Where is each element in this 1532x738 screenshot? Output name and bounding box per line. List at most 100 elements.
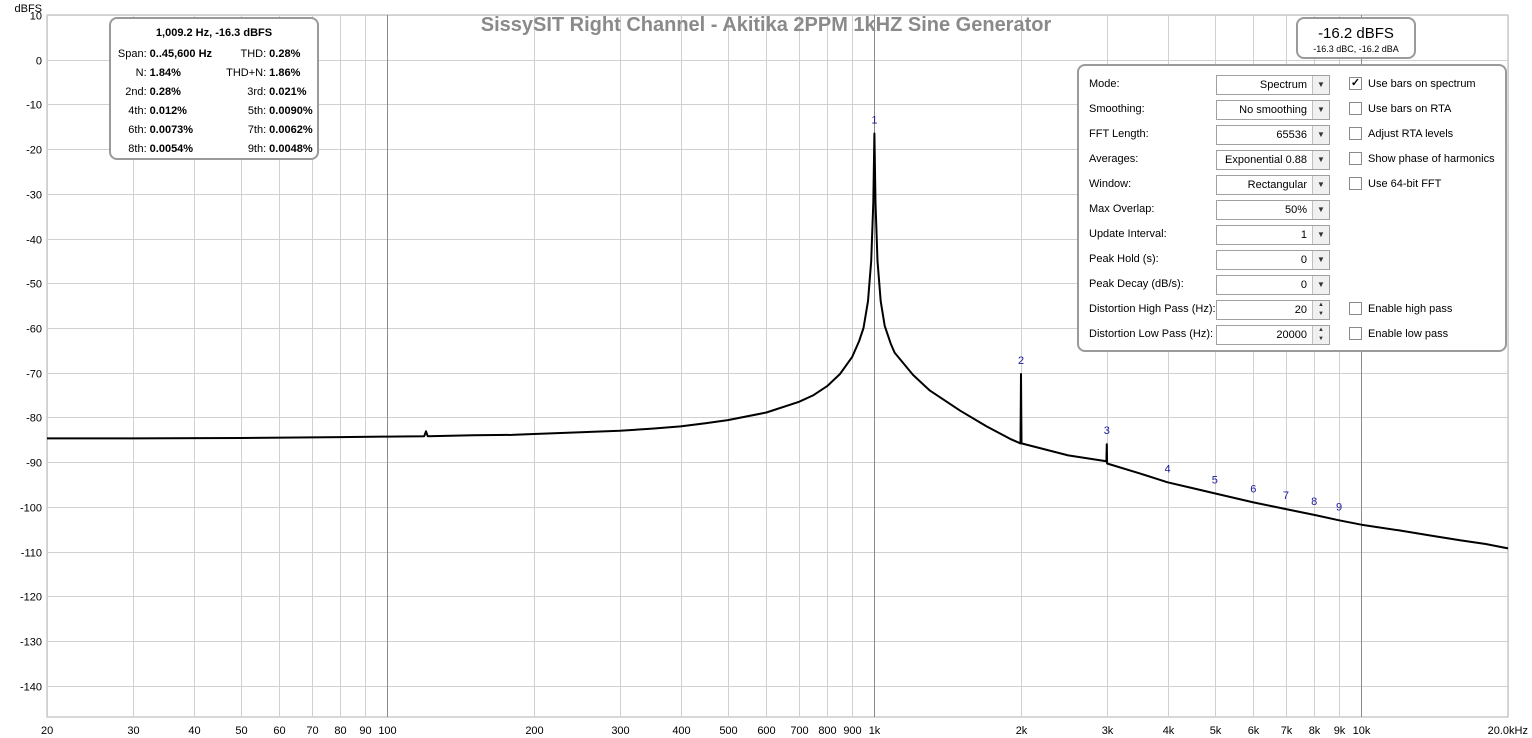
stat-value: 0.0048% xyxy=(269,142,313,155)
checkbox-icon[interactable] xyxy=(1349,127,1362,140)
harmonic-marker: 9 xyxy=(1336,501,1342,513)
y-tick-label: -40 xyxy=(26,235,42,247)
dropdown-select[interactable]: 50% ▼ xyxy=(1216,200,1330,220)
spectrum-series xyxy=(47,132,1509,550)
harmonic-marker: 7 xyxy=(1283,490,1289,502)
checkbox-label: Enable low pass xyxy=(1368,328,1449,340)
x-tick-label: 800 xyxy=(818,725,836,737)
stat-label: THD+N: xyxy=(226,66,267,79)
checkbox-label: Show phase of harmonics xyxy=(1368,153,1495,165)
axes: 100-10-20-30-40-50-60-70-80-90-100-110-1… xyxy=(14,3,1528,737)
stats-row: 8th: 0.0054% 9th: 0.0048% xyxy=(111,139,317,158)
chevron-down-icon[interactable]: ▼ xyxy=(1312,176,1329,194)
y-tick-label: -70 xyxy=(26,369,42,381)
harmonic-marker: 8 xyxy=(1311,496,1317,508)
harmonic-marker: 2 xyxy=(1018,355,1024,367)
dropdown-select[interactable]: Spectrum ▼ xyxy=(1216,75,1330,95)
checkbox-label: Use bars on spectrum xyxy=(1368,78,1476,90)
x-tick-label: 3k xyxy=(1102,725,1114,737)
stat-value: 0.021% xyxy=(269,85,307,98)
spectrum-line xyxy=(47,132,1509,550)
dropdown-select[interactable]: No smoothing ▼ xyxy=(1216,100,1330,120)
stat-value: 0.0054% xyxy=(149,142,194,155)
harmonic-marker: 3 xyxy=(1104,425,1110,437)
y-tick-label: 10 xyxy=(30,11,42,23)
x-tick-label: 1k xyxy=(869,725,881,737)
stat-label: 3rd: xyxy=(247,85,267,98)
stat-label: 5th: xyxy=(247,104,267,117)
x-tick-label: 7k xyxy=(1281,725,1293,737)
chevron-down-icon[interactable]: ▼ xyxy=(1312,276,1329,294)
x-tick-label: 9k xyxy=(1334,725,1346,737)
stat-value: 0.28% xyxy=(269,47,301,60)
stat-label: 4th: xyxy=(128,104,147,117)
control-label: Update Interval: xyxy=(1089,228,1167,240)
x-tick-label: 500 xyxy=(719,725,737,737)
dropdown-select[interactable]: 1 ▼ xyxy=(1216,225,1330,245)
y-tick-label: -50 xyxy=(26,279,42,291)
stat-value: 0.0073% xyxy=(149,123,194,136)
checkbox-icon[interactable] xyxy=(1349,177,1362,190)
dropdown-select[interactable]: 65536 ▼ xyxy=(1216,125,1330,145)
x-tick-label: 60 xyxy=(273,725,285,737)
checkbox-icon[interactable] xyxy=(1349,152,1362,165)
harmonic-marker: 6 xyxy=(1250,483,1256,495)
y-tick-label: -100 xyxy=(20,503,42,515)
dropdown-select[interactable]: 0 ▼ xyxy=(1216,250,1330,270)
control-value: No smoothing xyxy=(1239,104,1307,116)
chevron-down-icon[interactable]: ▼ xyxy=(1312,101,1329,119)
stats-row: 6th: 0.0073% 7th: 0.0062% xyxy=(111,120,317,139)
dropdown-select[interactable]: 0 ▼ xyxy=(1216,275,1330,295)
x-tick-label: 100 xyxy=(378,725,396,737)
control-value: Exponential 0.88 xyxy=(1225,154,1307,166)
x-tick-label: 700 xyxy=(790,725,808,737)
chevron-down-icon[interactable]: ▼ xyxy=(1312,151,1329,169)
chevron-down-icon[interactable]: ▼ xyxy=(1312,251,1329,269)
control-value: 50% xyxy=(1284,204,1307,216)
x-tick-label: 2k xyxy=(1016,725,1028,737)
stat-value: 0.0062% xyxy=(269,123,313,136)
level-meter-panel: -16.2 dBFS -16.3 dBC, -16.2 dBA xyxy=(1296,17,1416,59)
control-value: 20 xyxy=(1294,304,1307,316)
stat-label: 6th: xyxy=(128,123,147,136)
checkbox-icon[interactable] xyxy=(1349,302,1362,315)
x-tick-label: 300 xyxy=(611,725,629,737)
y-tick-label: -120 xyxy=(20,592,42,604)
harmonic-marker: 4 xyxy=(1165,463,1171,475)
x-tick-label: 200 xyxy=(525,725,543,737)
spinner-arrows-icon[interactable]: ▲ ▼ xyxy=(1312,326,1329,344)
chevron-down-icon[interactable]: ▼ xyxy=(1312,76,1329,94)
checkbox-icon[interactable] xyxy=(1349,327,1362,340)
x-tick-label: 40 xyxy=(188,725,200,737)
control-value: 1 xyxy=(1300,229,1307,241)
chevron-down-icon[interactable]: ▼ xyxy=(1312,201,1329,219)
control-label: FFT Length: xyxy=(1089,128,1149,140)
stat-value: 0.0090% xyxy=(269,104,313,117)
checkmark-icon[interactable]: ✓ xyxy=(1349,77,1362,90)
chevron-down-icon[interactable]: ▼ xyxy=(1312,226,1329,244)
control-value: 65536 xyxy=(1276,129,1307,141)
stats-row: N: 1.84% THD+N: 1.86% xyxy=(111,63,317,82)
spinner-arrows-icon[interactable]: ▲ ▼ xyxy=(1312,301,1329,319)
dropdown-select[interactable]: Exponential 0.88 ▼ xyxy=(1216,150,1330,170)
x-tick-label: 400 xyxy=(672,725,690,737)
chevron-down-icon[interactable]: ▼ xyxy=(1312,126,1329,144)
harmonic-markers: 1 2 3 4 5 6 7 8 9 xyxy=(871,114,1342,513)
y-axis-label: dBFS xyxy=(14,3,42,15)
dropdown-select[interactable]: Rectangular ▼ xyxy=(1216,175,1330,195)
level-weighted: -16.3 dBC, -16.2 dBA xyxy=(1313,44,1399,54)
spin-input[interactable]: 20 ▲ ▼ xyxy=(1216,300,1330,320)
checkbox-icon[interactable] xyxy=(1349,102,1362,115)
spin-input[interactable]: 20000 ▲ ▼ xyxy=(1216,325,1330,345)
chart-title: SissySIT Right Channel - Akitika 2PPM 1k… xyxy=(480,14,1052,36)
distortion-stats-table: Span: 0..45,600 Hz THD: 0.28% N: 1.84% THD+N: 1… xyxy=(111,44,317,158)
x-tick-label: 90 xyxy=(359,725,371,737)
control-label: Distortion Low Pass (Hz): xyxy=(1089,328,1214,340)
x-tick-label: 50 xyxy=(235,725,247,737)
x-tick-label: 20 xyxy=(41,725,53,737)
control-value: Rectangular xyxy=(1247,179,1307,191)
y-tick-label: -10 xyxy=(26,100,42,112)
x-tick-label: 5k xyxy=(1210,725,1222,737)
stats-row: 4th: 0.012% 5th: 0.0090% xyxy=(111,101,317,120)
x-tick-label: 4k xyxy=(1163,725,1175,737)
